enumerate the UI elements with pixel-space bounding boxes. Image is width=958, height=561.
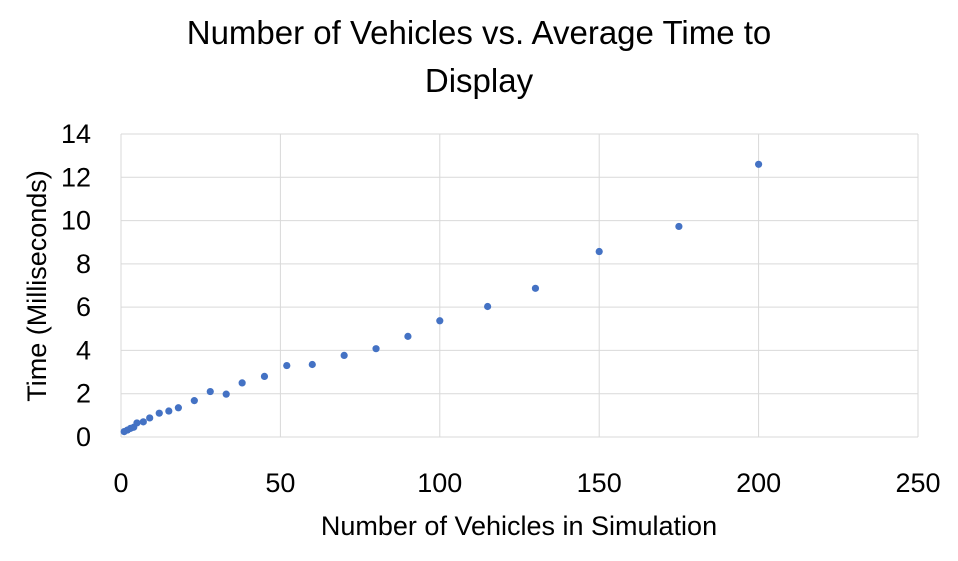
x-tick-label: 200 <box>736 468 781 498</box>
data-point <box>206 387 214 396</box>
data-point <box>190 397 198 405</box>
y-tick-label: 0 <box>76 422 91 452</box>
y-tick-label: 2 <box>76 379 91 409</box>
data-point <box>595 247 603 256</box>
data-point <box>308 360 316 369</box>
x-tick-label: 50 <box>265 468 295 498</box>
x-axis-ticks: 0 50 100 150 200 250 <box>113 468 940 498</box>
data-point <box>372 345 380 353</box>
x-tick-label: 0 <box>113 468 128 498</box>
x-tick-label: 150 <box>577 468 622 498</box>
y-tick-label: 10 <box>61 206 91 236</box>
x-tick-label: 100 <box>417 468 462 498</box>
data-point <box>531 284 540 292</box>
data-point <box>165 407 173 415</box>
data-point <box>675 222 683 231</box>
y-tick-label: 12 <box>61 162 91 192</box>
data-point <box>139 418 147 426</box>
y-axis-label: Time (Milliseconds) <box>22 170 52 402</box>
data-point <box>222 390 230 398</box>
data-point <box>174 404 182 412</box>
data-point <box>146 414 154 422</box>
y-tick-label: 8 <box>76 249 91 279</box>
data-point <box>436 317 444 325</box>
y-tick-label: 6 <box>76 292 91 322</box>
data-point <box>340 351 348 360</box>
y-axis-ticks: 0 2 4 6 8 10 12 14 <box>61 119 91 452</box>
data-point <box>755 160 763 168</box>
x-tick-label: 250 <box>895 468 940 498</box>
y-tick-label: 14 <box>61 119 91 149</box>
data-point <box>133 419 141 427</box>
x-axis-label: Number of Vehicles in Simulation <box>321 511 717 541</box>
data-point <box>260 372 269 380</box>
data-point <box>155 409 163 417</box>
chart-title-line-1: Number of Vehicles vs. Average Time to <box>187 14 772 51</box>
grid-lines <box>120 133 919 438</box>
data-points <box>120 160 763 436</box>
data-point <box>484 302 492 311</box>
y-tick-label: 4 <box>76 335 91 365</box>
data-point <box>404 332 412 340</box>
data-point <box>283 361 291 370</box>
data-point <box>238 379 246 387</box>
chart-title-line-2: Display <box>425 62 534 99</box>
